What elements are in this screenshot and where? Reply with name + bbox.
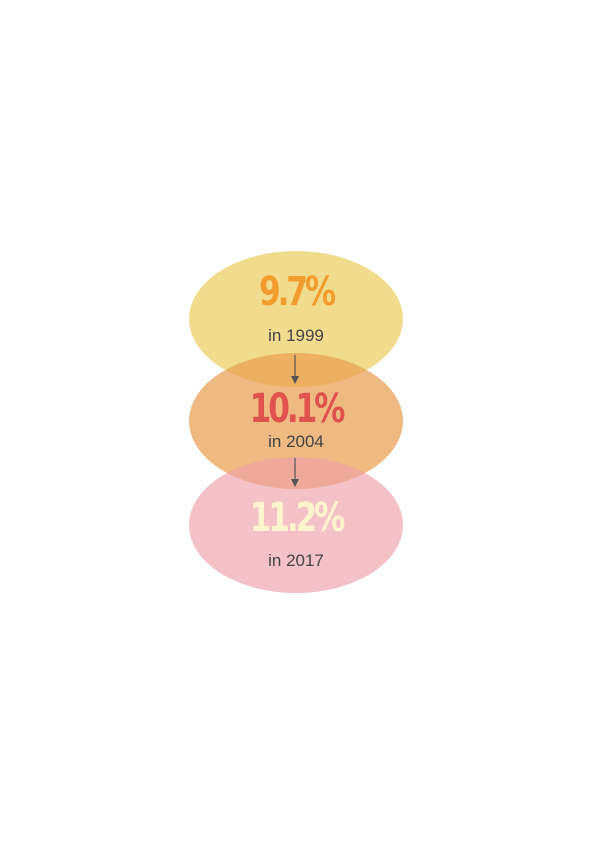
year-label-2004: in 2004 xyxy=(268,432,324,451)
stat-value-1999: 9.7% xyxy=(258,269,336,315)
stat-value-2004: 10.1% xyxy=(249,386,346,432)
down-arrow-icon xyxy=(291,355,299,384)
stat-value-2017: 11.2% xyxy=(249,495,346,541)
year-label-1999: in 1999 xyxy=(268,326,324,345)
year-label-2017: in 2017 xyxy=(268,551,324,570)
down-arrow-icon xyxy=(291,458,299,487)
